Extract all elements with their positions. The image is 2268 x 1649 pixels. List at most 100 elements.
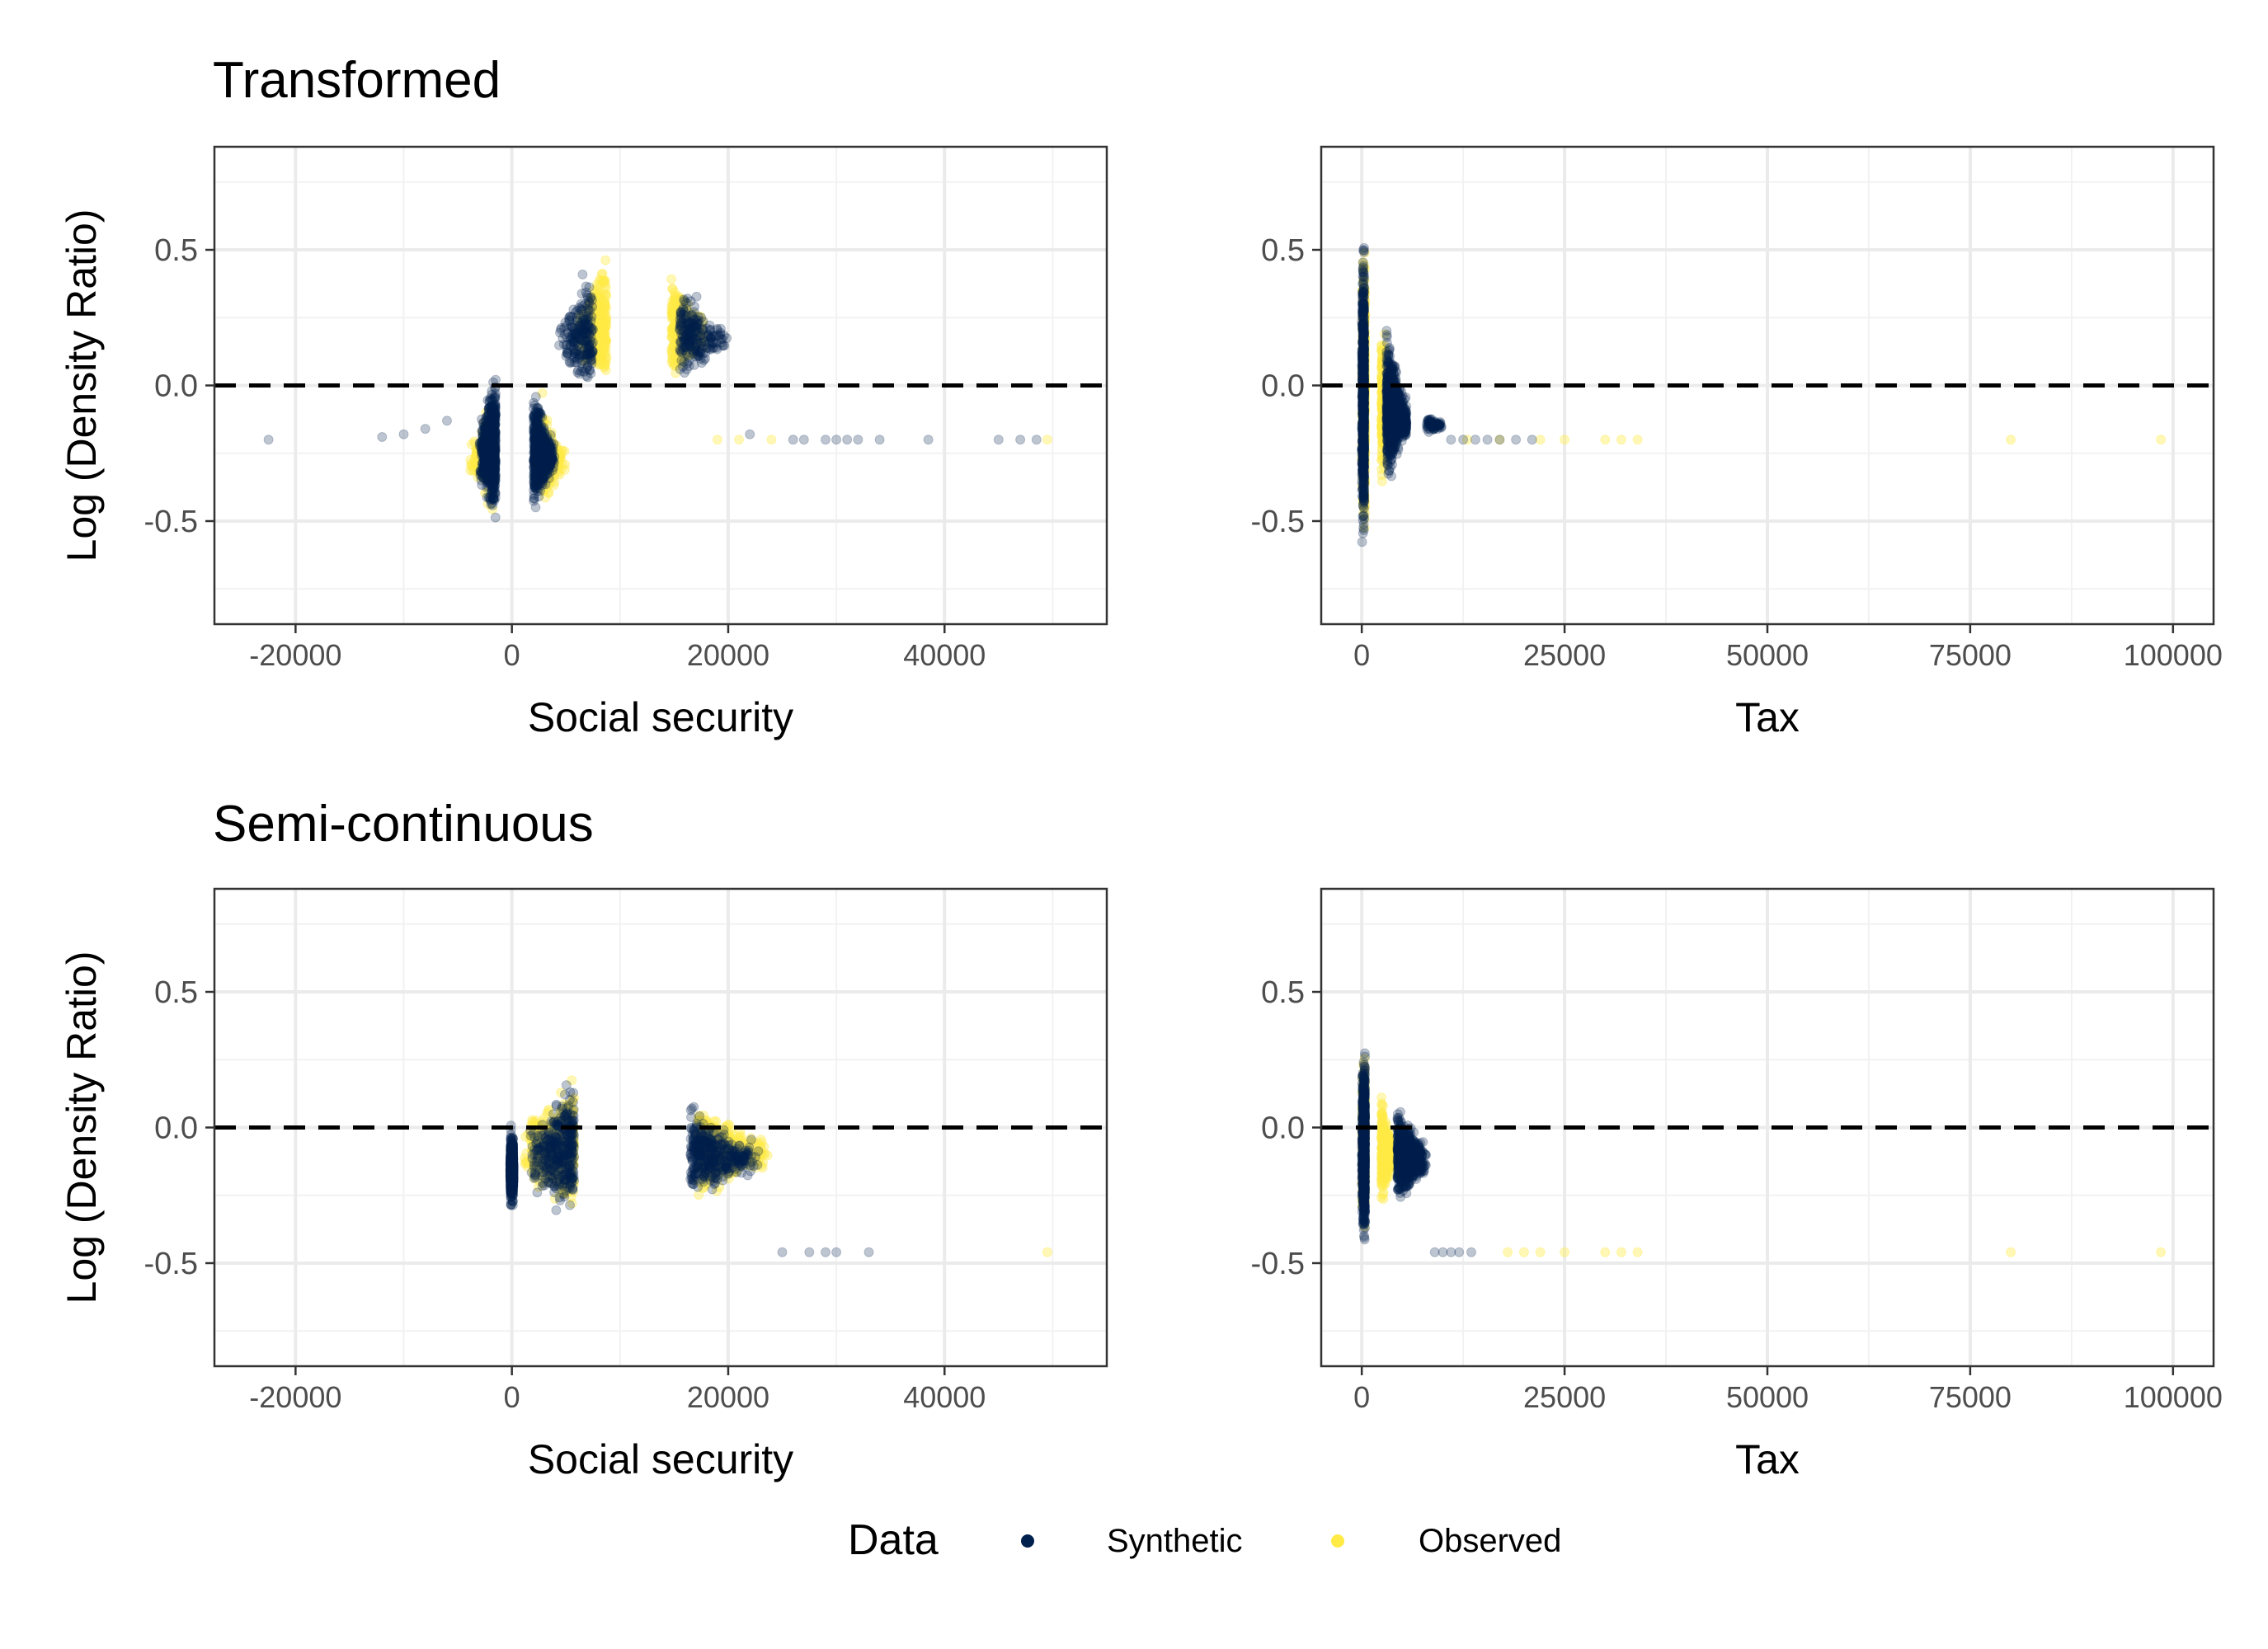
- point: [578, 317, 589, 327]
- point: [675, 327, 686, 337]
- point: [599, 277, 609, 288]
- point: [587, 343, 598, 354]
- point: [667, 305, 678, 316]
- point: [576, 339, 587, 350]
- point: [678, 299, 689, 310]
- point: [594, 318, 605, 328]
- point: [675, 322, 686, 332]
- point: [263, 435, 274, 445]
- point: [670, 321, 680, 331]
- point: [1015, 435, 1026, 445]
- point: [586, 334, 596, 344]
- point: [675, 338, 685, 349]
- point: [598, 347, 609, 358]
- point: [490, 512, 501, 523]
- row-title-semi-continuous: Semi-continuous: [213, 796, 594, 853]
- point: [673, 313, 684, 324]
- point: [600, 298, 610, 308]
- point: [675, 340, 686, 350]
- point: [682, 325, 693, 336]
- point: [599, 331, 609, 342]
- point: [685, 324, 695, 335]
- point: [672, 304, 683, 315]
- point: [593, 345, 604, 355]
- point: [693, 316, 703, 327]
- point: [667, 309, 678, 320]
- point: [584, 282, 595, 293]
- point: [694, 335, 705, 345]
- point: [597, 323, 608, 334]
- x-tick-label: 40000: [903, 638, 986, 672]
- point: [490, 430, 501, 440]
- point: [600, 313, 609, 324]
- point: [680, 326, 690, 336]
- point: [689, 333, 699, 344]
- point: [569, 339, 580, 350]
- point: [672, 325, 683, 336]
- point: [674, 312, 685, 322]
- point: [704, 325, 715, 336]
- point: [530, 502, 541, 513]
- point: [529, 489, 539, 500]
- point: [597, 317, 608, 327]
- point: [671, 345, 682, 356]
- point: [583, 343, 594, 354]
- point: [679, 343, 689, 354]
- point: [580, 350, 591, 360]
- point: [530, 467, 541, 477]
- point: [676, 322, 686, 333]
- point: [687, 349, 698, 359]
- point: [598, 326, 609, 336]
- point: [669, 322, 680, 331]
- point: [596, 356, 607, 367]
- point: [600, 352, 611, 362]
- point: [672, 304, 683, 315]
- point: [488, 400, 499, 411]
- point: [587, 293, 598, 303]
- point: [666, 313, 677, 324]
- point: [488, 474, 499, 484]
- point: [599, 329, 609, 340]
- point: [574, 345, 585, 356]
- point: [694, 330, 705, 341]
- point: [675, 343, 686, 354]
- point: [671, 361, 681, 372]
- point: [675, 341, 685, 352]
- point: [578, 314, 588, 325]
- point: [680, 317, 691, 327]
- point: [678, 337, 689, 348]
- point: [487, 500, 498, 510]
- point: [592, 304, 603, 315]
- point: [480, 425, 491, 435]
- point: [597, 312, 608, 322]
- point: [670, 359, 680, 369]
- point: [593, 326, 603, 336]
- x-axis-title: Social security: [528, 694, 793, 740]
- point: [670, 351, 680, 361]
- point: [686, 331, 696, 341]
- point: [689, 311, 699, 322]
- point: [690, 340, 701, 350]
- point: [591, 318, 602, 329]
- point: [695, 323, 706, 334]
- point: [685, 327, 695, 338]
- point: [479, 456, 490, 467]
- point: [675, 314, 685, 325]
- point: [600, 322, 610, 333]
- point: [693, 325, 703, 336]
- point: [699, 342, 709, 353]
- point: [680, 333, 690, 344]
- point: [671, 313, 682, 324]
- point: [529, 477, 539, 487]
- point: [589, 295, 600, 306]
- point: [682, 344, 693, 355]
- point: [1616, 435, 1626, 445]
- point: [600, 365, 611, 376]
- point: [595, 310, 605, 321]
- point: [581, 290, 592, 301]
- point: [694, 331, 704, 341]
- point: [671, 312, 681, 322]
- point: [821, 435, 831, 445]
- point: [677, 352, 688, 363]
- point: [577, 320, 588, 331]
